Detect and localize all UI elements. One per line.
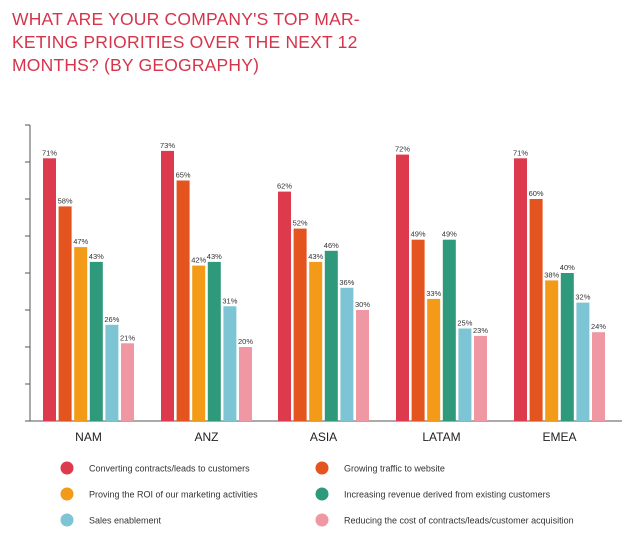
bar — [458, 328, 472, 421]
legend-marker — [315, 461, 329, 475]
data-label: 32% — [575, 293, 590, 302]
data-label: 43% — [89, 252, 104, 261]
data-label: 40% — [560, 263, 575, 272]
bar — [396, 154, 409, 421]
data-label: 24% — [591, 322, 606, 331]
data-label: 65% — [176, 171, 191, 180]
x-tick-label: ASIA — [310, 430, 337, 444]
data-label: 31% — [222, 296, 237, 305]
data-label: 73% — [160, 141, 175, 150]
legend-label: Converting contracts/leads to customers — [89, 464, 250, 474]
data-label: 71% — [42, 148, 57, 157]
bar — [293, 228, 307, 421]
bar — [560, 273, 574, 421]
bar — [89, 261, 103, 421]
bar — [309, 261, 323, 421]
bar — [545, 280, 559, 421]
data-label: 42% — [191, 256, 206, 265]
data-label: 30% — [355, 300, 370, 309]
x-tick-label: EMEA — [542, 430, 576, 444]
data-label: 25% — [457, 319, 472, 328]
data-label: 49% — [442, 230, 457, 239]
data-label: 62% — [277, 182, 292, 191]
legend-marker — [60, 487, 74, 501]
data-label: 36% — [339, 278, 354, 287]
data-label: 20% — [238, 337, 253, 346]
data-label: 26% — [104, 315, 119, 324]
bar — [442, 239, 456, 421]
bar — [74, 247, 88, 421]
data-label: 43% — [308, 252, 323, 261]
x-axis-labels: NAM ANZ ASIA LATAM EMEA — [75, 430, 576, 444]
data-label: 33% — [426, 289, 441, 298]
legend-label: Growing traffic to website — [344, 464, 445, 474]
bar — [161, 150, 174, 421]
bar — [207, 261, 221, 421]
data-label: 47% — [73, 237, 88, 246]
bar — [324, 250, 338, 421]
x-tick-label: NAM — [75, 430, 102, 444]
bar — [514, 158, 527, 422]
legend-marker — [60, 461, 74, 475]
legend-label: Increasing revenue derived from existing… — [344, 490, 551, 500]
data-label: 71% — [513, 148, 528, 157]
legend-label: Reducing the cost of contracts/leads/cus… — [344, 516, 574, 526]
bar — [411, 239, 425, 421]
bar — [176, 180, 190, 421]
x-tick-label: ANZ — [195, 430, 219, 444]
bar — [356, 310, 369, 421]
bar — [121, 343, 134, 421]
bar — [192, 265, 206, 421]
bar — [223, 306, 237, 421]
data-label: 49% — [411, 230, 426, 239]
bar — [105, 324, 119, 421]
bar — [278, 191, 291, 421]
bar — [239, 347, 252, 421]
bar — [43, 158, 56, 422]
data-label: 46% — [324, 241, 339, 250]
bar — [576, 302, 590, 421]
legend-marker — [315, 513, 329, 527]
data-label: 38% — [544, 270, 559, 279]
chart-title-line-3: MONTHS? (BY GEOGRAPHY) — [12, 55, 260, 75]
bar — [427, 298, 441, 421]
legend-marker — [315, 487, 329, 501]
chart-title-line-2: KETING PRIORITIES OVER THE NEXT 12 — [12, 32, 358, 52]
data-label: 72% — [395, 145, 410, 154]
data-label: 23% — [473, 326, 488, 335]
legend-label: Proving the ROI of our marketing activit… — [89, 490, 258, 500]
data-label: 21% — [120, 333, 135, 342]
bar — [340, 287, 354, 421]
bar — [592, 332, 605, 421]
data-label: 60% — [529, 189, 544, 198]
x-tick-label: LATAM — [422, 430, 460, 444]
legend-label: Sales enablement — [89, 516, 162, 526]
data-label: 52% — [293, 219, 308, 228]
legend-marker — [60, 513, 74, 527]
chart-legend: Converting contracts/leads to customers G… — [60, 461, 574, 527]
chart-title: WHAT ARE YOUR COMPANY'S TOP MAR- KETING … — [12, 8, 392, 77]
bar — [529, 199, 543, 421]
data-label: 58% — [58, 196, 73, 205]
bar — [58, 206, 72, 421]
bar — [474, 335, 487, 421]
chart-bars: 71%58%47%43%26%21%73%65%42% 43%31%20%62%5… — [42, 141, 606, 422]
chart-title-line-1: WHAT ARE YOUR COMPANY'S TOP MAR- — [12, 9, 360, 29]
data-label: 43% — [207, 252, 222, 261]
